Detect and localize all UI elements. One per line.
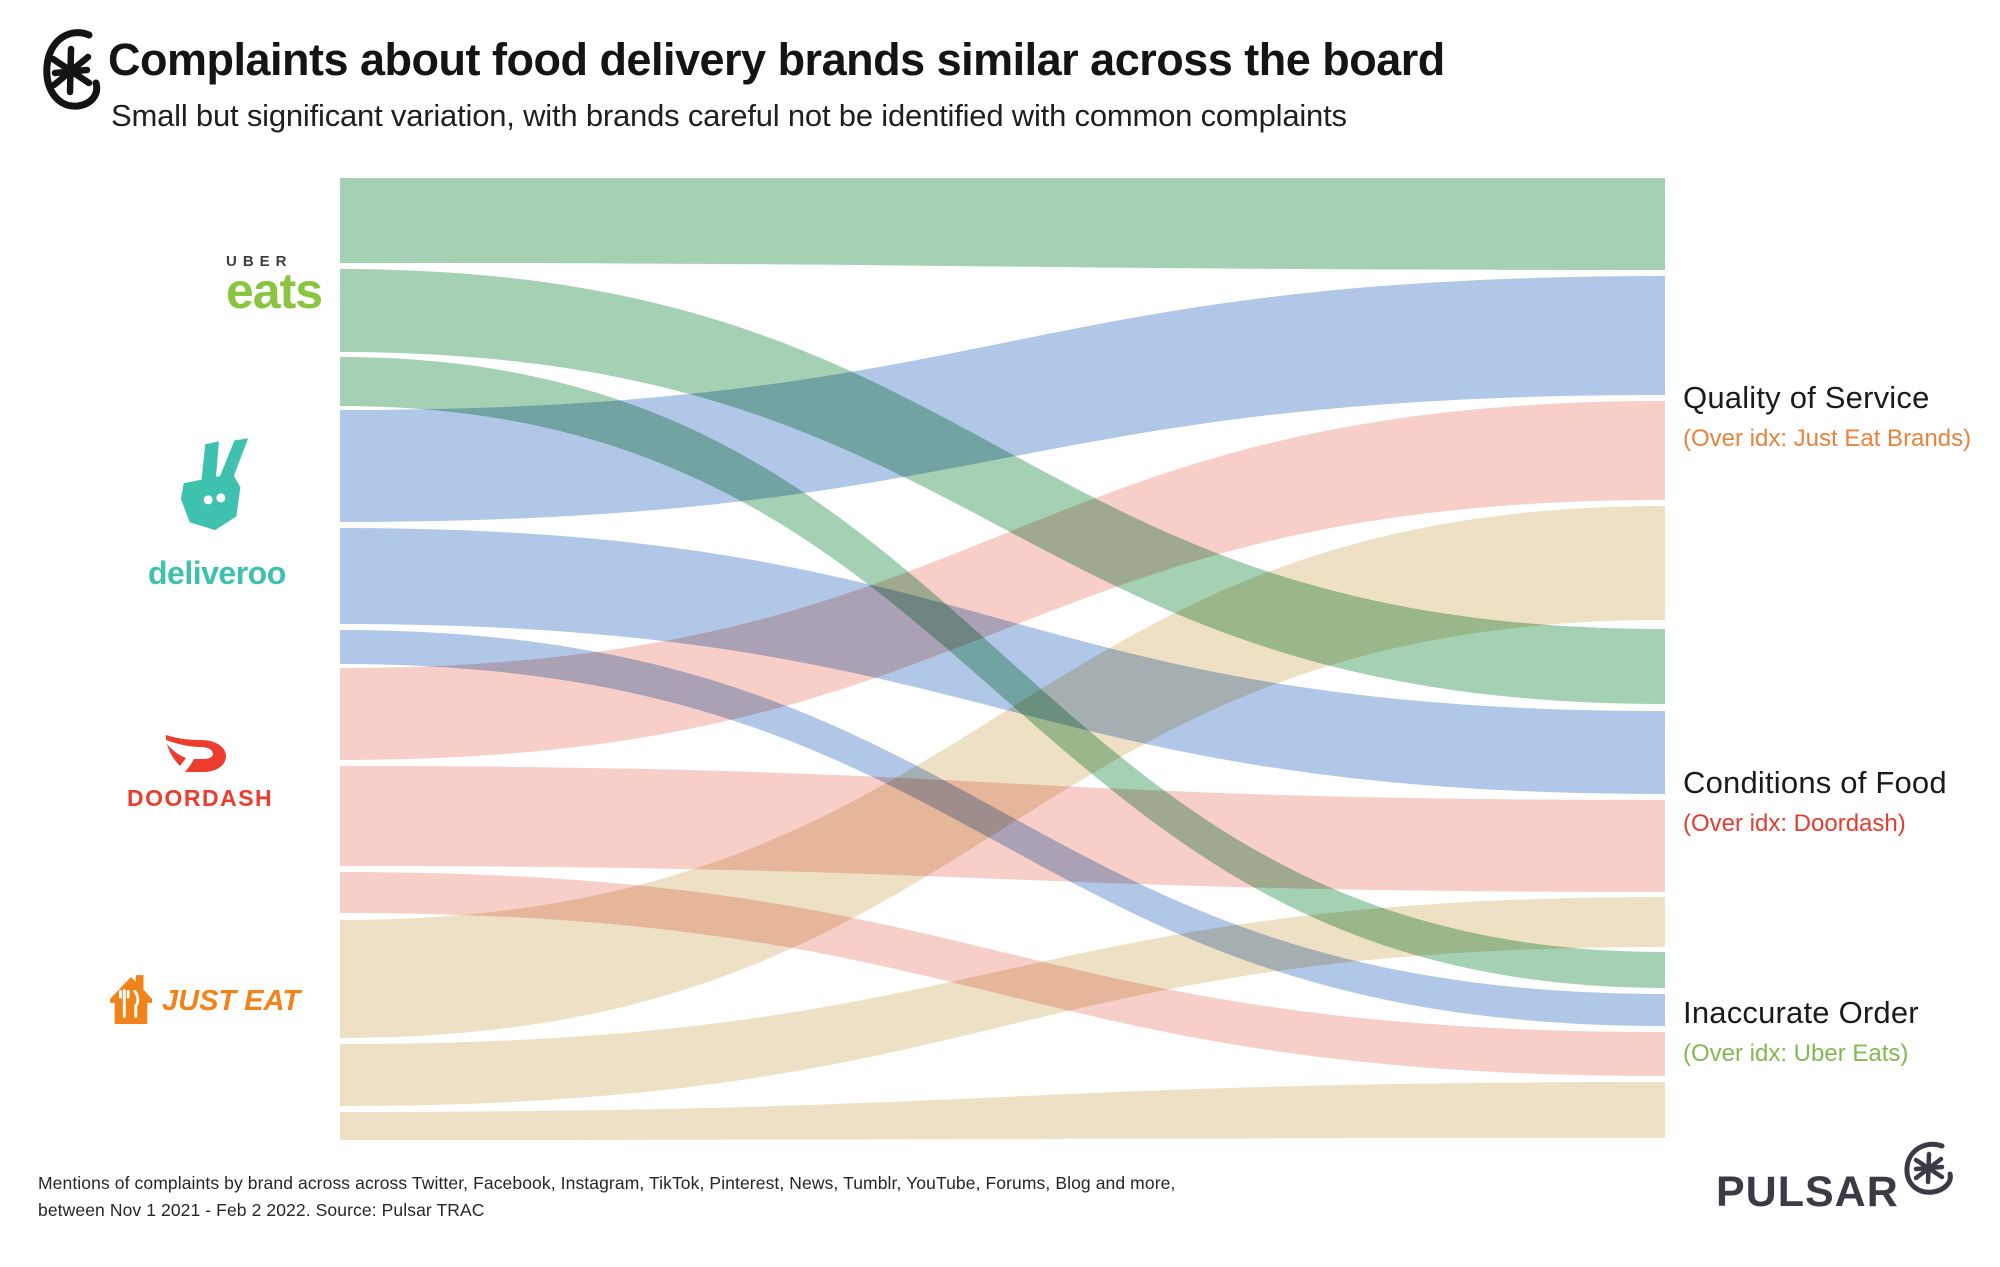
source-footnote-line1: Mentions of complaints by brand across a… bbox=[38, 1173, 1176, 1193]
flow-just-eat-to-inaccurate-order bbox=[340, 1082, 1665, 1140]
category-overindex-note: (Over idx: Uber Eats) bbox=[1683, 1040, 1909, 1067]
category-conditions-of-food: Conditions of Food (Over idx: Doordash) bbox=[1683, 765, 1947, 838]
flow-deliveroo-to-quality-of-service bbox=[340, 276, 1665, 522]
pulsar-logo-icon bbox=[43, 29, 101, 110]
deliveroo-kangaroo-icon bbox=[180, 438, 249, 531]
uber-eats-logo: UBER eats bbox=[226, 253, 323, 319]
uber-eats-logo-eats-text: eats bbox=[226, 263, 323, 319]
flow-uber-eats-to-quality-of-service bbox=[340, 178, 1665, 270]
page-subtitle: Small but significant variation, with br… bbox=[111, 98, 1347, 133]
doordash-mark-icon bbox=[166, 735, 226, 772]
just-eat-wordmark: JUST EAT bbox=[162, 985, 301, 1017]
uber-eats-logo-uber-text: UBER bbox=[226, 253, 293, 270]
flow-just-eat-to-quality-of-service bbox=[340, 506, 1665, 1038]
pulsar-wordmark-icon bbox=[1904, 1141, 1953, 1195]
flow-just-eat-to-conditions-of-food bbox=[340, 897, 1665, 1106]
category-overindex-note: (Over idx: Doordash) bbox=[1683, 810, 1906, 837]
doordash-logo: DOORDASH bbox=[127, 730, 274, 812]
source-footnote: Mentions of complaints by brand across a… bbox=[38, 1170, 1175, 1224]
just-eat-house-icon bbox=[109, 975, 153, 1024]
source-footnote-line2: between Nov 1 2021 - Feb 2 2022. Source:… bbox=[38, 1200, 485, 1221]
category-inaccurate-order: Inaccurate Order (Over idx: Uber Eats) bbox=[1683, 995, 1919, 1068]
category-quality-of-service: Quality of Service (Over idx: Just Eat B… bbox=[1683, 380, 1971, 453]
pulsar-wordmark: PULSAR bbox=[1716, 1141, 1953, 1217]
category-overindex-note: (Over idx: Just Eat Brands) bbox=[1683, 425, 1972, 452]
category-label: Inaccurate Order bbox=[1683, 995, 1919, 1030]
just-eat-logo: JUST EAT bbox=[108, 970, 300, 1032]
deliveroo-wordmark: deliveroo bbox=[148, 555, 286, 591]
deliveroo-logo: deliveroo bbox=[148, 438, 286, 592]
category-label: Conditions of Food bbox=[1683, 765, 1947, 800]
flow-doordash-to-quality-of-service bbox=[340, 401, 1665, 760]
category-label: Quality of Service bbox=[1683, 380, 1930, 415]
pulsar-wordmark-text: PULSAR bbox=[1716, 1168, 1899, 1216]
page-title: Complaints about food delivery brands si… bbox=[108, 34, 1445, 85]
doordash-wordmark: DOORDASH bbox=[127, 785, 274, 811]
flow-deliveroo-to-conditions-of-food bbox=[340, 528, 1665, 794]
